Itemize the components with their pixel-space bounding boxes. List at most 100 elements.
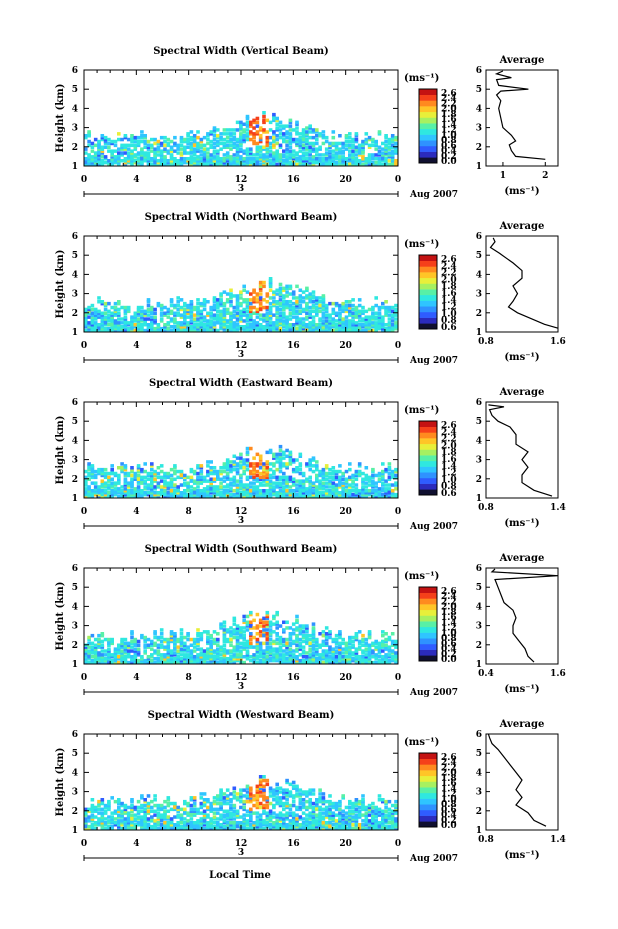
- data-cell: [189, 492, 194, 497]
- data-cell: [110, 151, 114, 155]
- data-cell: [216, 300, 220, 304]
- data-cell: [354, 637, 359, 642]
- data-cell: [107, 803, 111, 808]
- data-cell: [133, 135, 138, 140]
- data-cell: [103, 809, 108, 813]
- data-cell: [255, 626, 260, 630]
- data-cell: [285, 477, 289, 481]
- data-cell: [219, 487, 223, 491]
- data-cell: [357, 151, 362, 155]
- data-cell: [249, 323, 253, 327]
- data-cell: [278, 464, 283, 468]
- data-cell: [87, 473, 91, 478]
- data-cell: [117, 651, 121, 655]
- data-cell: [199, 647, 204, 651]
- data-cell: [136, 489, 141, 493]
- data-cell: [341, 151, 345, 155]
- data-cell: [255, 651, 260, 655]
- data-cell: [87, 130, 91, 134]
- data-cell: [295, 151, 299, 155]
- data-cell: [305, 492, 309, 497]
- data-cell: [357, 147, 362, 151]
- data-cell: [324, 473, 329, 478]
- colorbar-segment: [419, 649, 437, 656]
- data-cell: [252, 635, 256, 640]
- data-cell: [232, 313, 237, 317]
- data-cell: [295, 162, 299, 166]
- data-cell: [93, 313, 98, 317]
- data-cell: [117, 494, 121, 498]
- data-cell: [278, 124, 283, 128]
- data-cell: [387, 637, 392, 642]
- data-cell: [371, 313, 375, 317]
- data-cell: [341, 309, 345, 314]
- data-cell: [117, 491, 121, 495]
- data-cell: [291, 481, 296, 485]
- data-cell: [262, 651, 266, 655]
- data-cell: [123, 481, 128, 485]
- data-cell: [120, 467, 124, 472]
- data-cell: [87, 464, 91, 468]
- data-cell: [298, 137, 303, 142]
- data-cell: [301, 128, 306, 132]
- data-cell: [179, 307, 184, 312]
- month-year-label: Aug 2007: [409, 356, 458, 366]
- data-cell: [153, 317, 157, 321]
- data-cell: [295, 157, 299, 161]
- data-cell: [183, 309, 187, 314]
- data-cell: [338, 311, 342, 315]
- data-cell: [298, 319, 303, 323]
- data-cell: [255, 147, 260, 151]
- data-cell: [176, 326, 180, 331]
- data-cell: [97, 155, 101, 159]
- data-cell: [97, 799, 101, 804]
- data-cell: [275, 153, 279, 157]
- data-cell: [272, 313, 276, 317]
- data-cell: [374, 481, 378, 485]
- data-cell: [229, 487, 233, 491]
- data-cell: [212, 307, 217, 312]
- data-cell: [192, 319, 197, 323]
- data-cell: [321, 469, 326, 474]
- data-cell: [295, 301, 299, 306]
- data-cell: [219, 137, 223, 142]
- data-cell: [291, 139, 296, 144]
- data-cell: [265, 635, 270, 640]
- data-cell: [377, 160, 382, 165]
- data-cell: [285, 466, 289, 470]
- data-cell: [252, 655, 256, 659]
- data-cell: [209, 321, 213, 325]
- data-cell: [212, 159, 217, 163]
- data-cell: [222, 323, 227, 327]
- data-cell: [298, 296, 303, 300]
- data-cell: [120, 159, 124, 163]
- data-cell: [275, 622, 279, 626]
- data-cell: [394, 639, 398, 644]
- data-cell: [166, 321, 171, 325]
- data-cell: [216, 141, 220, 146]
- y-tick-label: 4: [72, 602, 78, 612]
- data-cell: [361, 489, 365, 493]
- data-cell: [262, 120, 266, 125]
- avg-y-tick-label: 3: [476, 456, 482, 466]
- data-cell: [348, 637, 352, 642]
- data-cell: [163, 143, 167, 148]
- data-cell: [192, 147, 197, 151]
- data-cell: [100, 639, 105, 644]
- data-cell: [156, 658, 161, 663]
- data-cell: [93, 473, 98, 478]
- data-cell: [295, 122, 299, 126]
- data-cell: [371, 157, 375, 161]
- data-cell: [136, 491, 141, 495]
- data-cell: [110, 467, 114, 472]
- data-cell: [255, 116, 260, 121]
- data-cell: [295, 458, 299, 462]
- data-cell: [186, 657, 190, 661]
- data-cell: [272, 454, 276, 458]
- data-cell: [265, 477, 270, 481]
- data-cell: [298, 135, 303, 140]
- data-cell: [232, 321, 237, 325]
- heatmap: [84, 610, 398, 664]
- data-cell: [219, 157, 223, 161]
